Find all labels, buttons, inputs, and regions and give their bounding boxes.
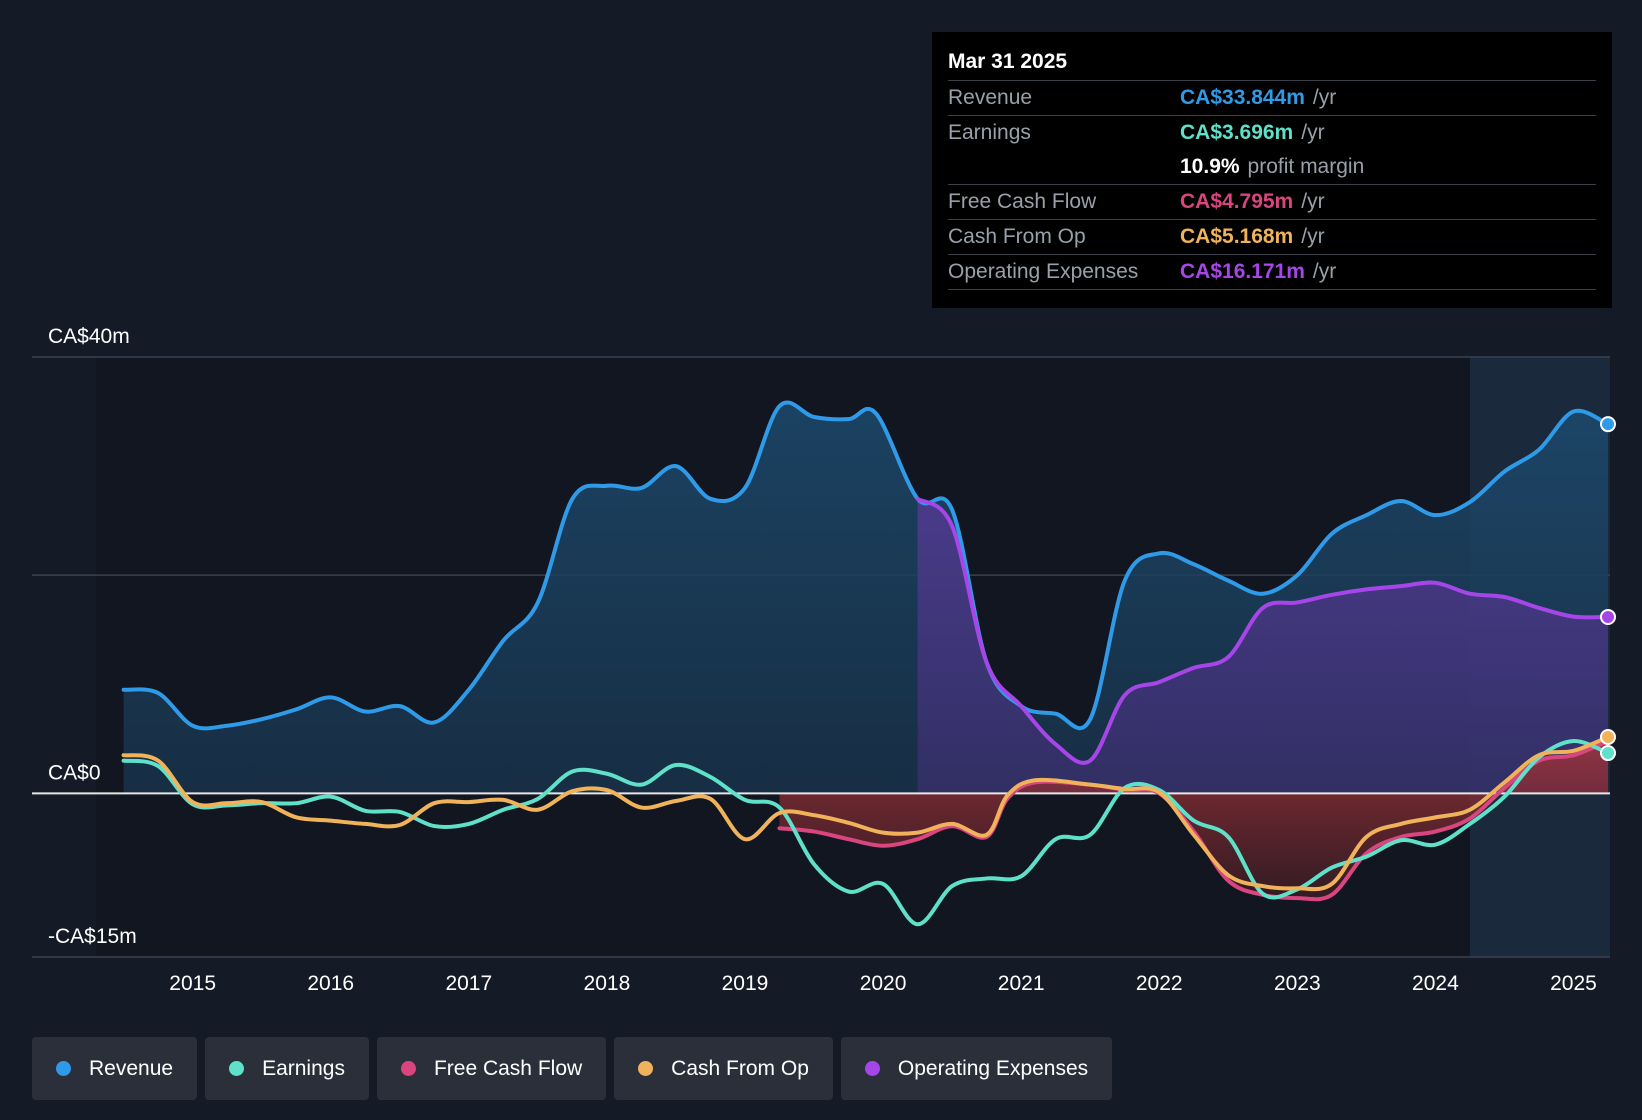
x-tick-label: 2022 (1136, 972, 1183, 995)
legend-item-revenue[interactable]: Revenue (32, 1037, 198, 1100)
legend-dot-icon (229, 1061, 245, 1076)
legend-dot-icon (864, 1061, 880, 1076)
legend-item-earnings[interactable]: Earnings (205, 1037, 369, 1100)
operating-expenses-end-dot (1600, 608, 1616, 625)
tooltip-unit: /yr (1301, 225, 1325, 248)
x-tick-label: 2017 (445, 972, 492, 995)
operating-expenses-line (915, 496, 1610, 765)
legend-label: Revenue (89, 1056, 174, 1080)
tooltip-label: Cash From Op (948, 225, 1086, 248)
tooltip-value: CA$33.844m (1180, 86, 1305, 109)
tooltip-unit: /yr (1312, 86, 1337, 109)
cash-from-op-line (121, 734, 1610, 892)
tooltip-unit: /yr (1301, 190, 1325, 213)
tooltip-panel: Mar 31 2025 Revenue CA$33.844m /yr Earni… (932, 32, 1612, 308)
legend-item-free-cash-flow[interactable]: Free Cash Flow (376, 1037, 607, 1100)
tooltip-label: Earnings (948, 121, 1031, 144)
tooltip-unit: /yr (1301, 121, 1325, 144)
y-tick-label: CA$40m (48, 325, 130, 348)
tooltip-value: CA$3.696m (1180, 121, 1294, 144)
y-tick-label: CA$0 (48, 761, 101, 784)
tooltip-row-revenue: Revenue CA$33.844m /yr (948, 81, 1596, 116)
x-tick-label: 2021 (998, 972, 1045, 995)
operating-expenses-area (917, 498, 1608, 794)
tooltip-value: CA$4.795m (1180, 190, 1294, 213)
tooltip-date: Mar 31 2025 (948, 44, 1596, 81)
revenue-end-dot (1600, 416, 1616, 433)
x-tick-label: 2023 (1274, 972, 1321, 995)
tooltip-row-opex: Operating Expenses CA$16.171m /yr (948, 255, 1596, 290)
tooltip-label: Free Cash Flow (948, 190, 1097, 213)
legend-label: Cash From Op (671, 1056, 809, 1080)
legend-dot-icon (638, 1061, 654, 1076)
tooltip-row-fcf: Free Cash Flow CA$4.795m /yr (948, 185, 1596, 220)
tooltip-label: Operating Expenses (948, 260, 1139, 283)
y-tick-label: -CA$15m (48, 925, 137, 948)
legend-dot-icon (400, 1061, 416, 1076)
series-lines (121, 400, 1610, 927)
tooltip-row-earnings: Earnings CA$3.696m /yr (948, 116, 1596, 150)
tooltip-row-margin: 10.9% profit margin (948, 150, 1596, 185)
legend-item-operating-expenses[interactable]: Operating Expenses (840, 1037, 1113, 1100)
revenue-line (121, 400, 1610, 731)
earnings-end-dot (1600, 745, 1616, 762)
tooltip-row-cfo: Cash From Op CA$5.168m /yr (948, 220, 1596, 255)
x-tick-label: 2016 (307, 972, 354, 995)
tooltip-value: CA$5.168m (1180, 225, 1294, 248)
tooltip-unit: /yr (1312, 260, 1337, 283)
tooltip-label: Revenue (948, 86, 1033, 109)
tooltip-label (948, 150, 1180, 184)
tooltip-unit: profit margin (1247, 155, 1365, 178)
legend-label: Operating Expenses (897, 1056, 1089, 1080)
x-tick-label: 2018 (584, 972, 631, 995)
y-axis-labels: CA$40m CA$0 -CA$15m (48, 325, 137, 948)
x-tick-label: 2015 (169, 972, 216, 995)
legend-label: Earnings (262, 1056, 345, 1080)
tooltip-value: 10.9% (1180, 155, 1240, 178)
earnings-line (121, 739, 1610, 927)
legend-dot-icon (56, 1061, 71, 1076)
x-tick-label: 2024 (1412, 972, 1459, 995)
x-axis-labels: 2015 2016 2017 2018 2019 2020 2021 2022 2023 2024… (169, 972, 1597, 995)
free-cash-flow-line (777, 739, 1610, 902)
cash-from-op-end-dot (1600, 728, 1616, 745)
legend: Revenue Earnings Free Cash Flow Cash Fro… (32, 1037, 1113, 1100)
legend-label: Free Cash Flow (433, 1056, 583, 1080)
x-tick-label: 2019 (722, 972, 769, 995)
tooltip-value: CA$16.171m (1180, 260, 1305, 283)
x-tick-label: 2020 (860, 972, 907, 995)
end-dots (1600, 416, 1616, 762)
x-tick-label: 2025 (1550, 972, 1597, 995)
legend-item-cash-from-op[interactable]: Cash From Op (614, 1037, 833, 1100)
